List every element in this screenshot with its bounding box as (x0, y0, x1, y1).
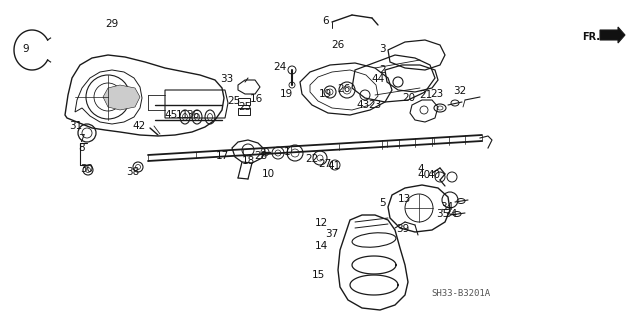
Text: 10: 10 (262, 169, 275, 179)
Text: 21: 21 (419, 90, 432, 100)
Text: 34: 34 (445, 209, 458, 219)
Text: 19: 19 (319, 89, 332, 99)
Text: 38: 38 (127, 167, 140, 177)
Text: 44: 44 (371, 74, 384, 84)
Text: 43: 43 (357, 100, 370, 110)
Text: FR.: FR. (582, 32, 600, 42)
Text: 13: 13 (398, 194, 411, 204)
Text: 3: 3 (380, 44, 386, 55)
Text: 6: 6 (322, 16, 328, 26)
Text: 1: 1 (284, 146, 290, 157)
Text: 14: 14 (315, 241, 328, 251)
Text: 19: 19 (280, 89, 293, 99)
Text: 8: 8 (79, 143, 85, 153)
Text: 30: 30 (80, 164, 93, 174)
Text: 5: 5 (380, 197, 386, 208)
Text: 41: 41 (328, 161, 340, 171)
Text: 35: 35 (436, 209, 449, 219)
Text: 12: 12 (315, 218, 328, 228)
Polygon shape (103, 85, 140, 110)
Text: 26: 26 (338, 84, 351, 94)
Text: 7: 7 (79, 134, 85, 144)
Text: 33: 33 (221, 74, 234, 84)
Text: 28: 28 (255, 151, 268, 161)
Text: 23: 23 (368, 100, 381, 110)
Text: 27: 27 (319, 159, 332, 169)
Text: 22: 22 (306, 154, 319, 164)
Text: 17: 17 (216, 151, 229, 161)
Bar (238, 98, 250, 105)
Text: 31: 31 (69, 121, 82, 131)
Text: SH33-B3201A: SH33-B3201A (431, 289, 490, 298)
Text: 34: 34 (440, 202, 453, 212)
Text: 15: 15 (312, 270, 325, 280)
Text: 16: 16 (250, 94, 262, 104)
Text: 25: 25 (227, 96, 240, 107)
Text: 29: 29 (106, 19, 118, 29)
Text: 18: 18 (242, 156, 255, 166)
Text: 23: 23 (430, 89, 443, 99)
Polygon shape (600, 27, 625, 43)
Text: 32: 32 (453, 86, 466, 96)
Text: 24: 24 (274, 62, 287, 72)
Text: 45: 45 (165, 110, 178, 120)
Bar (238, 108, 250, 115)
Text: 42: 42 (133, 121, 146, 131)
Text: 36: 36 (187, 110, 200, 120)
Text: 20: 20 (402, 93, 415, 103)
Text: 26: 26 (332, 40, 344, 50)
Text: 2: 2 (380, 65, 386, 75)
Text: 11: 11 (176, 110, 189, 120)
Text: 4: 4 (418, 164, 424, 174)
Text: 39: 39 (397, 224, 410, 234)
Text: 9: 9 (22, 44, 29, 55)
Text: 40: 40 (428, 170, 440, 180)
Text: 40: 40 (417, 170, 430, 180)
Text: 25: 25 (238, 102, 251, 112)
Text: 37: 37 (325, 229, 338, 240)
